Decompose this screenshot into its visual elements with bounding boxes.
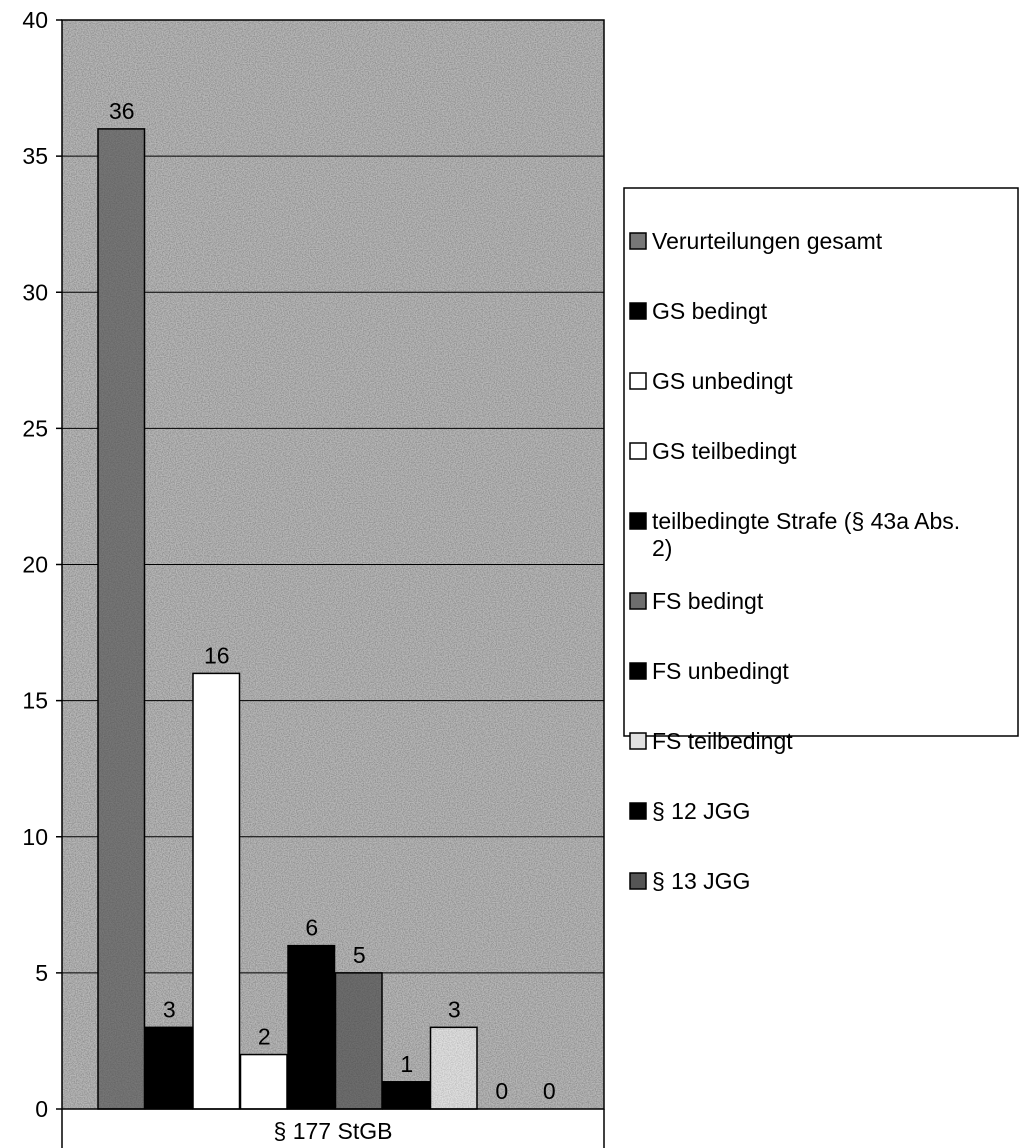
legend-label: GS unbedingt xyxy=(652,368,793,394)
legend-swatch xyxy=(629,372,647,390)
legend-swatch xyxy=(629,302,647,320)
y-tick-label: 40 xyxy=(22,7,48,33)
y-tick-label: 30 xyxy=(22,279,48,305)
bar xyxy=(382,1081,431,1110)
legend-label: FS unbedingt xyxy=(652,658,789,684)
y-tick-label: 25 xyxy=(22,415,48,441)
y-tick-label: 10 xyxy=(22,824,48,850)
bar xyxy=(192,672,241,1110)
legend-label: GS bedingt xyxy=(652,298,768,324)
plot-border xyxy=(61,19,605,1110)
y-tick-label: 0 xyxy=(35,1096,48,1122)
legend-label: FS teilbedingt xyxy=(652,728,793,754)
bar-texture xyxy=(98,128,145,1109)
legend-box xyxy=(623,187,1019,737)
legend-label: § 12 JGG xyxy=(652,798,750,824)
legend-label: FS bedingt xyxy=(652,588,764,614)
legend-swatch xyxy=(629,732,647,750)
data-label: 36 xyxy=(109,98,135,124)
bar-texture xyxy=(335,972,382,1109)
data-labels: 36 3 16 2 6 5 1 3 0 0 xyxy=(109,98,556,1104)
bar xyxy=(287,944,336,1110)
legend-label: § 13 JGG xyxy=(652,868,750,894)
data-label: 5 xyxy=(353,942,366,968)
legend-swatch xyxy=(629,802,647,820)
data-label: 2 xyxy=(258,1024,271,1050)
data-label: 6 xyxy=(305,915,318,941)
x-category-label: § 177 StGB xyxy=(274,1118,393,1144)
data-label: 1 xyxy=(400,1051,413,1077)
legend-swatch xyxy=(629,662,647,680)
data-label: 3 xyxy=(163,996,176,1022)
bars xyxy=(97,128,478,1110)
legend-label: GS teilbedingt xyxy=(652,438,797,464)
bar xyxy=(144,1026,193,1110)
legend-label: teilbedingte Strafe (§ 43a Abs. xyxy=(652,508,960,534)
legend-swatch xyxy=(629,592,647,610)
legend: Verurteilungen gesamt GS bedingt GS unbedi… xyxy=(623,187,1019,894)
data-label: 0 xyxy=(495,1078,508,1104)
y-tick-label: 5 xyxy=(35,960,48,986)
y-tick-label: 35 xyxy=(22,143,48,169)
bar-texture xyxy=(430,1027,477,1109)
legend-swatch xyxy=(629,872,647,890)
legend-swatch xyxy=(629,232,647,250)
y-tick-label: 20 xyxy=(22,552,48,578)
legend-label: Verurteilungen gesamt xyxy=(652,228,883,254)
data-label: 3 xyxy=(448,996,461,1022)
data-label: 16 xyxy=(204,642,230,668)
legend-swatch xyxy=(629,442,647,460)
legend-label-cont: 2) xyxy=(652,535,672,561)
data-label: 0 xyxy=(543,1078,556,1104)
legend-swatch xyxy=(629,512,647,530)
y-tick-label: 15 xyxy=(22,688,48,714)
bar xyxy=(239,1053,288,1110)
